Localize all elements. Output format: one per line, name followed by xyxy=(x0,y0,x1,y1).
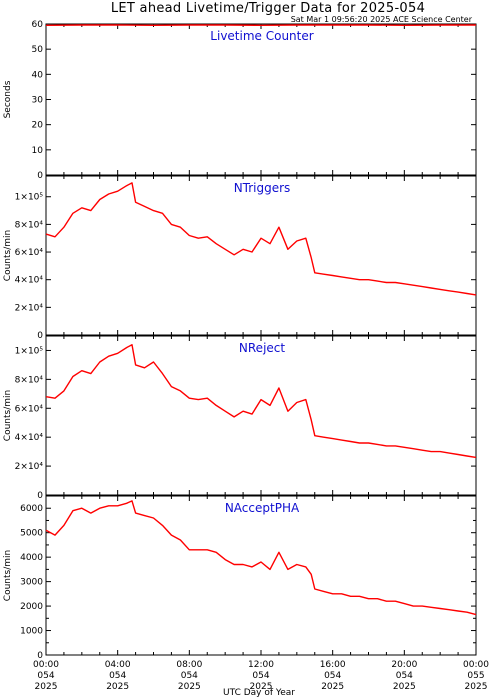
panel-ntriggers: 0 2×10⁴ 4×10⁴ 6×10⁴ 8×10⁴ 1×10⁵ Counts/min NTri… xyxy=(3,175,477,341)
x-tick-time-label: 08:00 xyxy=(176,660,202,670)
x-axis-label: UTC Day of Year xyxy=(223,688,295,698)
y-tick-label: 0 xyxy=(37,491,43,501)
y-tick-label: 40 xyxy=(32,70,44,80)
y-tick-label: 4×10⁴ xyxy=(15,433,44,443)
y-axis-label: Counts/min xyxy=(3,390,13,441)
x-tick-doy-label: 055 xyxy=(467,671,484,681)
y-tick-label: 8×10⁴ xyxy=(15,375,44,385)
x-tick-time-label: 00:00 xyxy=(33,660,59,670)
panel-label: NTriggers xyxy=(234,181,291,195)
panel-livetime-counter: 0 10 20 30 40 50 60 Seconds Livetime Counter xyxy=(3,20,477,181)
panel-nreject: 0 2×10⁴ 4×10⁴ 6×10⁴ 8×10⁴ 1×10⁵ Counts/min NRej… xyxy=(3,335,477,501)
y-tick-label: 2×10⁴ xyxy=(15,303,44,313)
y-tick-label: 5000 xyxy=(20,529,43,539)
y-tick-label: 2×10⁴ xyxy=(15,462,44,472)
x-tick-doy-label: 054 xyxy=(181,671,198,681)
y-tick-label: 30 xyxy=(32,96,44,106)
panel-label: NAcceptPHA xyxy=(225,501,300,515)
panel-label: NReject xyxy=(239,341,285,355)
y-axis-label: Counts/min xyxy=(3,230,13,281)
x-tick-year-label: 2025 xyxy=(465,682,488,692)
y-tick-label: 60 xyxy=(32,20,44,30)
panel-nacceptpha: 0 1000 2000 3000 4000 5000 6000 Counts/min NAcce… xyxy=(3,495,477,661)
panel-frame xyxy=(45,23,477,176)
x-tick-doy-label: 054 xyxy=(109,671,126,681)
panel-label: Livetime Counter xyxy=(210,29,313,43)
y-tick-label: 0 xyxy=(37,171,43,181)
y-tick-label: 2000 xyxy=(20,602,43,612)
x-axis-ticks: 00:00054202504:00054202508:00054202512:0… xyxy=(33,660,489,692)
x-tick-year-label: 2025 xyxy=(106,682,129,692)
y-tick-label: 1×10⁵ xyxy=(15,193,44,203)
x-tick-doy-label: 054 xyxy=(324,671,341,681)
panel-frame xyxy=(45,335,477,496)
y-tick-label: 50 xyxy=(32,45,44,55)
y-tick-label: 6000 xyxy=(20,504,43,514)
y-tick-label: 8×10⁴ xyxy=(15,220,44,230)
y-tick-label: 0 xyxy=(37,331,43,341)
y-tick-label: 0 xyxy=(37,651,43,661)
x-tick-time-label: 16:00 xyxy=(320,660,346,670)
x-tick-year-label: 2025 xyxy=(178,682,201,692)
y-tick-label: 1000 xyxy=(20,627,43,637)
y-tick-label: 4000 xyxy=(20,553,43,563)
series-line-nreject xyxy=(45,344,477,459)
panels-group: 0 10 20 30 40 50 60 Seconds Livetime Counter 0 2×1… xyxy=(3,20,477,661)
x-tick-year-label: 2025 xyxy=(393,682,416,692)
x-tick-doy-label: 054 xyxy=(37,671,54,681)
x-tick-time-label: 20:00 xyxy=(391,660,417,670)
y-tick-label: 10 xyxy=(32,146,44,156)
timestamp-label: Sat Mar 1 09:56:20 2025 ACE Science Cent… xyxy=(291,15,473,24)
y-tick-label: 4×10⁴ xyxy=(15,276,44,286)
panel-frame xyxy=(45,175,477,336)
x-tick-year-label: 2025 xyxy=(321,682,344,692)
x-tick-time-label: 04:00 xyxy=(105,660,131,670)
y-tick-label: 1×10⁵ xyxy=(15,346,44,356)
y-axis-label: Seconds xyxy=(3,80,13,118)
y-tick-label: 6×10⁴ xyxy=(15,248,44,258)
y-tick-label: 20 xyxy=(32,121,44,131)
x-tick-doy-label: 054 xyxy=(396,671,413,681)
x-tick-time-label: 12:00 xyxy=(248,660,274,670)
x-tick-year-label: 2025 xyxy=(250,682,273,692)
series-line-ntriggers xyxy=(45,182,477,296)
figure-title: LET ahead Livetime/Trigger Data for 2025… xyxy=(111,1,425,16)
x-tick-time-label: 00:00 xyxy=(463,660,489,670)
panel-frame xyxy=(45,495,477,656)
x-tick-doy-label: 054 xyxy=(252,671,269,681)
series-line-nacceptpha xyxy=(45,500,477,616)
x-tick-year-label: 2025 xyxy=(35,682,58,692)
y-tick-label: 6×10⁴ xyxy=(15,404,44,414)
y-tick-label: 3000 xyxy=(20,578,43,588)
y-axis-label: Counts/min xyxy=(3,550,13,601)
